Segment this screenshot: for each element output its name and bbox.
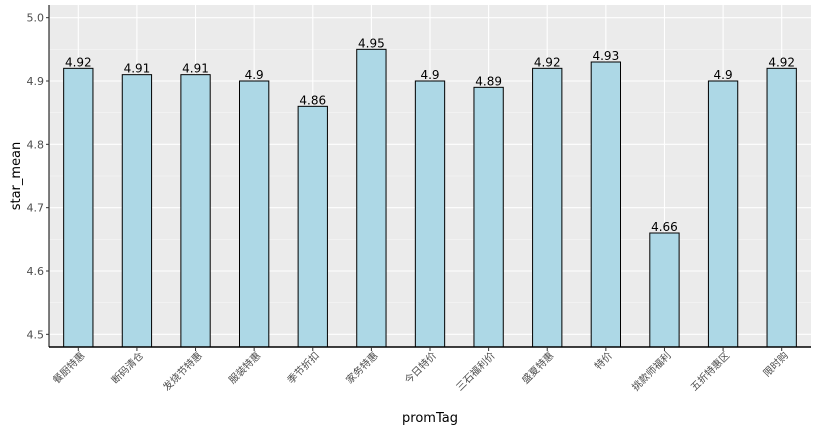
data-label: 4.92 [534,55,561,69]
bar [297,105,328,348]
x-tick-label: 发烧节特惠 [160,349,205,394]
x-tick-label: 服装特惠 [226,349,263,386]
x-axis-title: promTag [402,411,458,426]
data-labels: 4.92 4.91 4.91 4.9 4.86 4.95 4.9 4.89 4.92 4.93 4.… [65,36,795,234]
data-label: 4.91 [182,62,209,76]
data-label: 4.91 [124,62,151,76]
bar [473,86,504,348]
bar [180,74,211,348]
data-label: 4.9 [420,68,439,82]
x-tick-label: 家务特惠 [343,349,380,386]
x-tick-label: 五折特惠区 [688,349,733,394]
y-axis-title: star_mean [9,142,24,211]
bar [532,67,563,348]
bar [590,61,622,348]
data-label: 4.89 [475,74,502,88]
x-tick-label: 盛夏特惠 [519,349,556,386]
bar [63,67,94,348]
data-label: 4.86 [299,93,326,107]
data-label: 4.95 [358,36,385,50]
data-label: 4.92 [768,55,795,69]
x-tick-label: 餐厨特惠 [50,349,87,386]
y-axis-ticks: 4.5 4.6 4.7 4.8 4.9 5.0 [27,12,49,341]
x-tick-label: 季节折扣 [284,349,321,386]
data-label: 4.93 [592,49,619,63]
bar [356,48,387,348]
y-tick-label: 4.7 [27,202,45,215]
x-tick-label: 特价 [592,350,615,373]
x-axis-ticks: 餐厨特惠 断码清仓 发烧节特惠 服装特惠 季节折扣 家务特惠 今日特价 三石福利价 盛夏特惠 特价… [50,347,791,393]
x-tick-label: 断码清仓 [109,349,146,386]
data-label: 4.9 [714,68,733,82]
x-tick-label: 今日特价 [402,349,439,386]
bar [649,232,680,348]
bar [766,67,797,348]
bar [414,80,446,348]
x-tick-label: 三石福利价 [453,349,498,394]
bar [121,74,153,348]
x-tick-label: 限时购 [760,349,790,379]
data-label: 4.66 [651,220,678,234]
y-tick-label: 5.0 [27,12,45,25]
y-tick-label: 4.6 [27,265,45,278]
bar [707,80,739,348]
data-label: 4.92 [65,55,92,69]
y-tick-label: 4.5 [27,328,45,341]
y-tick-label: 4.8 [27,138,45,151]
bar [239,80,270,348]
bars [63,48,797,348]
y-tick-label: 4.9 [27,75,45,88]
data-label: 4.9 [245,68,264,82]
x-tick-label: 挑款师福利 [629,349,674,394]
